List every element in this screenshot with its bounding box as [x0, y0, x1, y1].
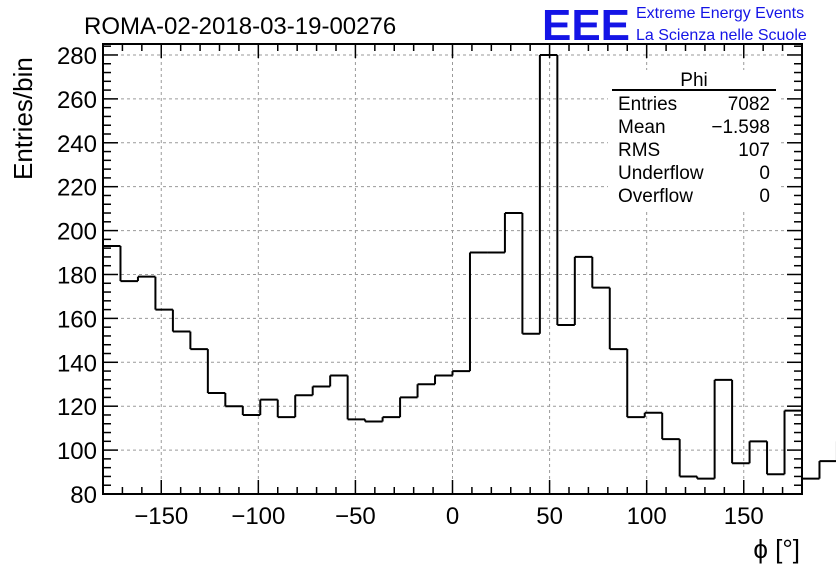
y-tick-label: 180 [57, 262, 97, 289]
y-tick-label: 200 [57, 219, 97, 246]
stats-row-value: −1.598 [711, 117, 770, 138]
stats-box-background [608, 70, 778, 210]
x-tick-label: −50 [335, 503, 376, 530]
y-tick-label: 140 [57, 350, 97, 377]
y-tick-label: 240 [57, 131, 97, 158]
stats-box-title: Phi [680, 70, 707, 91]
x-tick-label: −100 [231, 503, 285, 530]
stats-row-label: Underflow [618, 163, 704, 184]
y-tick-label: 220 [57, 175, 97, 202]
stats-row-label: Entries [618, 94, 677, 115]
stats-row-value: 7082 [728, 94, 770, 115]
y-tick-label: 260 [57, 87, 97, 114]
stats-row-label: RMS [618, 140, 660, 161]
y-tick-label: 100 [57, 438, 97, 465]
x-tick-label: 50 [536, 503, 563, 530]
stats-row-label: Mean [618, 117, 666, 138]
y-tick-label: 120 [57, 394, 97, 421]
x-tick-label: 100 [627, 503, 667, 530]
x-axis-label: ϕ [°] [753, 534, 800, 564]
stats-row-value: 0 [759, 186, 770, 207]
x-tick-label: 0 [446, 503, 459, 530]
logo-line-2: La Scienza nelle Scuole [636, 27, 807, 44]
stats-row-value: 107 [738, 140, 770, 161]
stats-row-label: Overflow [618, 186, 693, 207]
histogram-bars [103, 53, 836, 480]
y-tick-label: 160 [57, 306, 97, 333]
y-tick-label: 280 [57, 43, 97, 70]
logo-line-1: Extreme Energy Events [636, 5, 804, 22]
x-tick-label: −150 [134, 503, 188, 530]
x-tick-label: 150 [724, 503, 764, 530]
eee-logo-mark: EEE [542, 1, 630, 50]
chart-title: ROMA-02-2018-03-19-00276 [84, 13, 396, 40]
y-tick-label: 80 [70, 482, 97, 509]
stats-row-value: 0 [759, 163, 770, 184]
y-axis-label: Entries/bin [8, 57, 38, 180]
axes: −150 −100 −50 0 50 100 150 80 100 120 140 160 180 200… [57, 43, 803, 530]
logo: EEE Extreme Energy Events La Scienza nel… [542, 1, 807, 50]
